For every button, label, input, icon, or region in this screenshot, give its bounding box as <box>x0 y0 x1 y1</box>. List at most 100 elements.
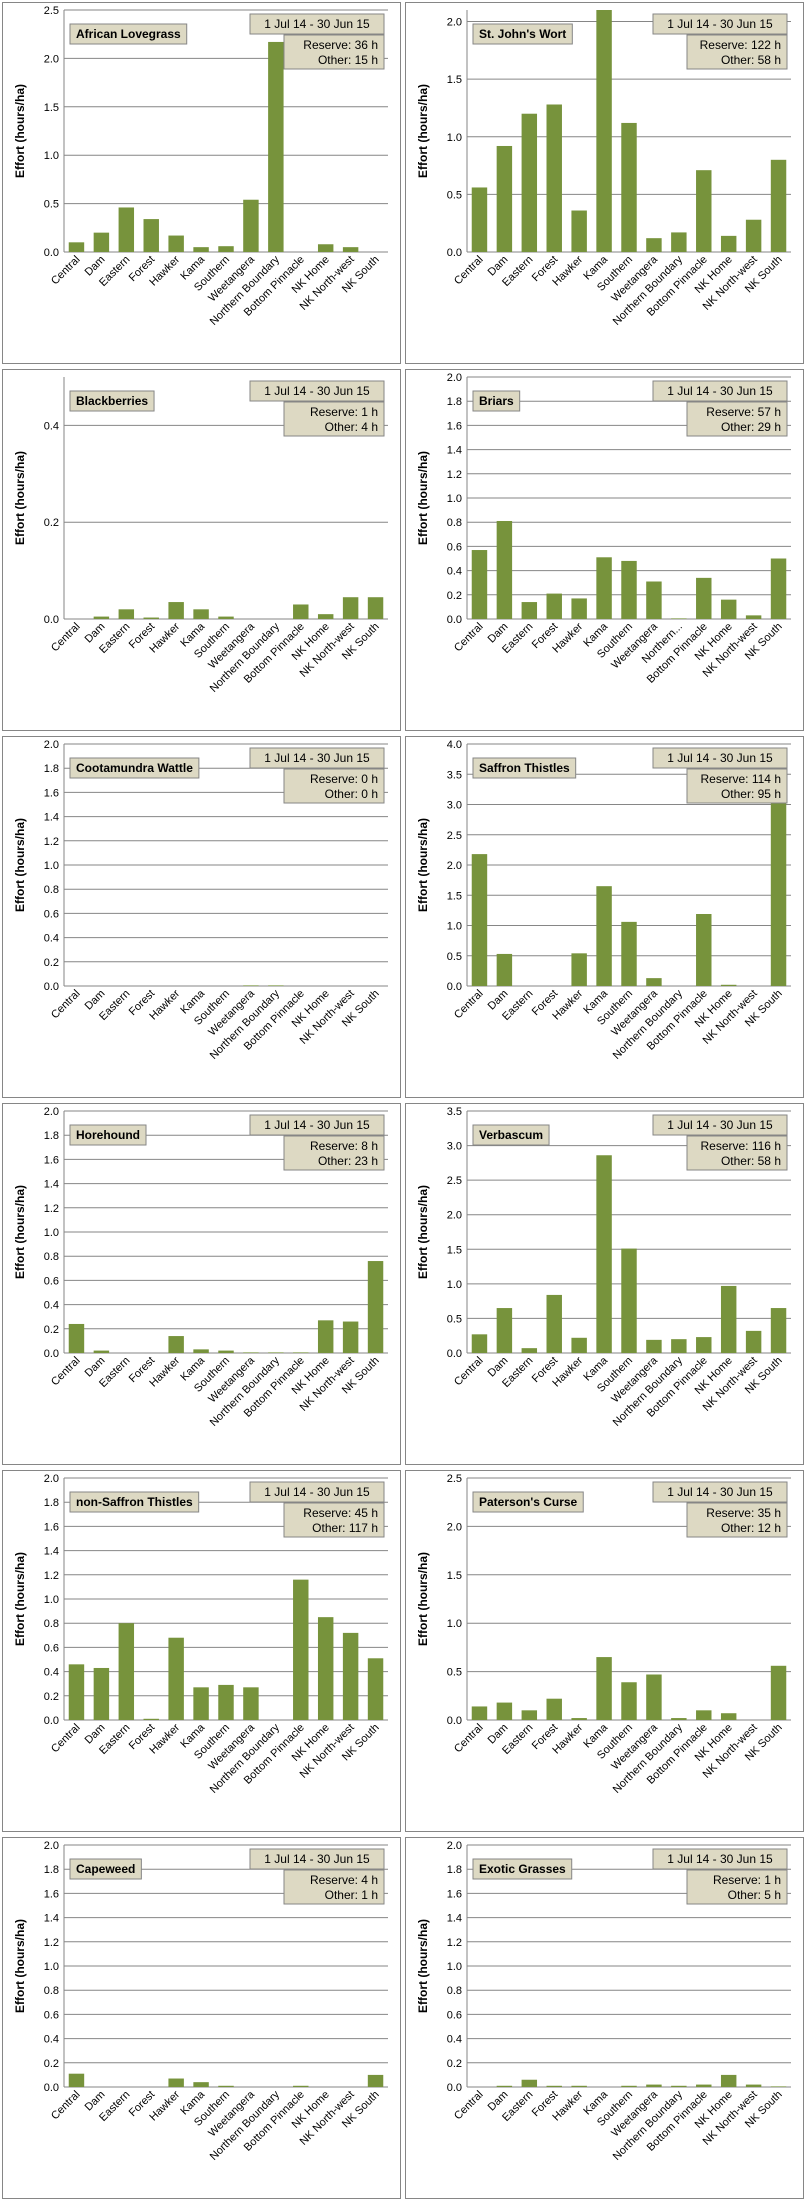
hours-box <box>686 768 788 804</box>
bar <box>720 235 737 252</box>
bar <box>168 1336 184 1353</box>
y-tick-label: 1.0 <box>447 1961 462 1973</box>
bar <box>367 1261 384 1353</box>
y-tick-label: 0.0 <box>44 614 59 626</box>
y-tick-label: 1.0 <box>447 493 462 505</box>
bar <box>367 2074 384 2087</box>
bar <box>646 978 662 986</box>
chart-panel: 0.0 0.2 0.4 0.6 0.8 1.0 1.2 1.4 1.6 1.8 2.0 Central… <box>2 1470 406 1837</box>
bar <box>696 2084 712 2087</box>
date-range-label: 1 Jul 14 - 30 Jun 15 <box>667 1485 773 1499</box>
date-range-label: 1 Jul 14 - 30 Jun 15 <box>264 1485 370 1499</box>
chart-panel: 0.0 0.2 0.4 Central Dam Eastern Forest Hawker Ka… <box>2 369 406 736</box>
y-tick-label: 0.0 <box>44 2082 59 2094</box>
bar <box>646 581 662 619</box>
bar <box>193 247 209 252</box>
chart-title-box <box>69 23 188 45</box>
y-tick-label: 1.0 <box>44 150 59 162</box>
reserve-hours-label: Reserve: 1 h <box>713 1873 781 1887</box>
bar <box>342 597 359 619</box>
y-tick-label: 0.6 <box>44 1642 59 1654</box>
y-tick-label: 0.2 <box>44 2058 59 2070</box>
bar <box>193 1687 209 1720</box>
y-tick-label: 0.0 <box>44 247 59 259</box>
chart-title: Verbascum <box>479 1128 543 1142</box>
bar <box>696 170 712 252</box>
bar <box>521 2079 538 2087</box>
y-tick-label: 0.5 <box>447 1313 462 1325</box>
date-range-box <box>249 1114 385 1136</box>
bar <box>93 1667 110 1720</box>
hours-box <box>686 34 788 70</box>
chart-title-box <box>69 1858 142 1880</box>
y-tick-label: 1.6 <box>44 1521 59 1533</box>
y-tick-label: 1.4 <box>44 1546 59 1558</box>
y-tick-label: 1.0 <box>44 1594 59 1606</box>
chart-title: Horehound <box>76 1128 140 1142</box>
reserve-hours-label: Reserve: 45 h <box>303 1506 378 1520</box>
y-tick-label: 0.0 <box>447 981 462 993</box>
bar <box>671 618 687 619</box>
y-tick-label: 2.0 <box>44 53 59 65</box>
bar <box>68 242 85 252</box>
hours-box <box>283 768 385 804</box>
date-range-box <box>652 13 788 35</box>
bar <box>596 1155 612 1353</box>
y-tick-label: 0.0 <box>447 247 462 259</box>
bar <box>268 41 284 252</box>
bar-chart: 0.00.20.40.60.81.01.21.41.61.82.0Central… <box>2 1103 401 1465</box>
bar <box>471 187 488 252</box>
bar <box>745 219 762 252</box>
date-range-box <box>249 13 385 35</box>
chart-panel: 0.0 0.2 0.4 0.6 0.8 1.0 1.2 1.4 1.6 1.8 2.0 Central… <box>2 1103 406 1470</box>
y-tick-label: 0.8 <box>44 884 59 896</box>
bar <box>621 122 637 252</box>
bar-chart: 0.00.20.40.60.81.01.21.41.61.82.0Central… <box>405 369 804 731</box>
date-range-label: 1 Jul 14 - 30 Jun 15 <box>667 1118 773 1132</box>
y-tick-label: 1.0 <box>44 1961 59 1973</box>
bar <box>118 207 135 252</box>
chart-title-box <box>69 390 155 412</box>
chart-title: Briars <box>479 394 514 408</box>
bar <box>118 1623 135 1720</box>
chart-title-box <box>472 1491 584 1513</box>
chart-title: Capeweed <box>76 1862 135 1876</box>
bar <box>521 1348 538 1353</box>
bar <box>268 985 284 986</box>
bar <box>745 2084 762 2087</box>
y-tick-label: 0.2 <box>44 1691 59 1703</box>
y-tick-label: 2.0 <box>447 372 462 384</box>
y-axis-label: Effort (hours/ha) <box>13 84 27 178</box>
bar <box>342 247 359 252</box>
date-range-label: 1 Jul 14 - 30 Jun 15 <box>264 751 370 765</box>
bar <box>720 1285 737 1353</box>
date-range-label: 1 Jul 14 - 30 Jun 15 <box>264 1852 370 1866</box>
bar-chart: 0.00.20.40.60.81.01.21.41.61.82.0Central… <box>2 736 401 1098</box>
bar <box>471 1706 488 1720</box>
y-tick-label: 2.5 <box>447 1473 462 1485</box>
chart-title-box <box>472 757 577 779</box>
y-tick-label: 0.0 <box>44 981 59 993</box>
y-tick-label: 1.2 <box>44 1937 59 1949</box>
date-range-box <box>652 1114 788 1136</box>
y-tick-label: 1.0 <box>44 1227 59 1239</box>
y-axis-label: Effort (hours/ha) <box>13 1552 27 1646</box>
bar <box>218 1684 234 1720</box>
bar <box>745 1330 762 1353</box>
other-hours-label: Other: 0 h <box>325 787 378 801</box>
y-tick-label: 1.4 <box>447 1913 462 1925</box>
other-hours-label: Other: 29 h <box>721 420 781 434</box>
bar <box>243 1352 259 1353</box>
chart-title: Cootamundra Wattle <box>76 761 193 775</box>
y-tick-label: 0.4 <box>44 1300 59 1312</box>
y-tick-label: 1.5 <box>447 890 462 902</box>
y-tick-label: 0.8 <box>447 1985 462 1997</box>
bar <box>720 1713 737 1720</box>
date-range-box <box>652 747 788 769</box>
other-hours-label: Other: 117 h <box>312 1521 378 1535</box>
bar <box>720 984 737 986</box>
y-tick-label: 3.5 <box>447 1106 462 1118</box>
chart-title-box <box>69 757 200 779</box>
bar <box>93 616 110 619</box>
